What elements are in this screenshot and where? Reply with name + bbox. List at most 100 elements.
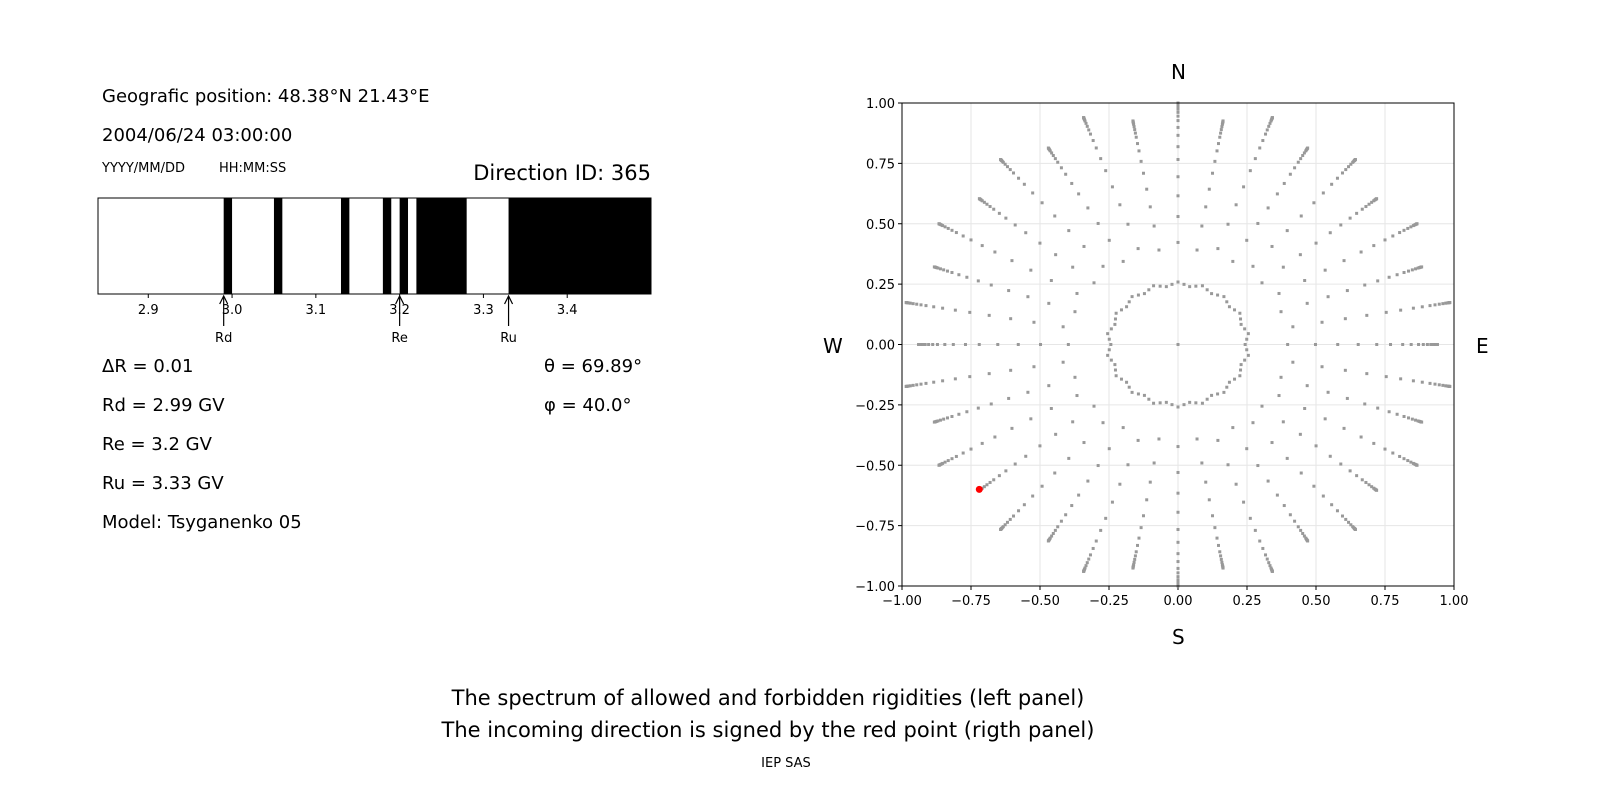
direction-point (1200, 401, 1204, 405)
direction-point (1039, 343, 1043, 346)
direction-point (1205, 288, 1209, 292)
direction-point (1029, 417, 1033, 421)
direction-point (1226, 463, 1230, 467)
direction-point (946, 459, 950, 463)
direction-point (1007, 396, 1011, 400)
direction-point (1448, 384, 1452, 388)
direction-point (1134, 550, 1138, 554)
direction-point (1091, 546, 1095, 550)
direction-point (1428, 381, 1432, 385)
direction-point (1204, 205, 1208, 209)
direction-point (1437, 302, 1441, 306)
direction-point (950, 457, 954, 461)
marker-label-ru: Ru (500, 331, 517, 346)
direction-point (1101, 264, 1105, 268)
direction-point (954, 454, 958, 458)
x-tick-label: −1.00 (882, 594, 922, 609)
direction-point (927, 343, 931, 346)
direction-point (932, 305, 936, 309)
direction-point (1016, 343, 1020, 346)
direction-point (1360, 207, 1364, 211)
direction-point (985, 483, 989, 487)
direction-point (1226, 222, 1230, 226)
direction-point (1299, 214, 1303, 218)
date-format-label: YYYY/MM/DD (102, 161, 185, 176)
x-tick-label: −0.50 (1020, 594, 1060, 609)
direction-point (1384, 310, 1388, 314)
direction-point (1216, 142, 1220, 146)
direction-point (1215, 536, 1219, 540)
direction-point (1106, 353, 1110, 357)
compass-north: N (1171, 60, 1186, 84)
direction-point (1104, 169, 1108, 173)
direction-point (1137, 536, 1141, 540)
arrow-head-icon (504, 294, 514, 305)
time-format-label: HH:MM:SS (219, 161, 287, 176)
direction-point (1114, 374, 1118, 378)
direction-point (1092, 281, 1096, 285)
direction-point (1157, 437, 1161, 441)
direction-point (1275, 192, 1279, 196)
direction-point (1253, 157, 1257, 161)
direction-point (1131, 566, 1135, 570)
direction-point (1245, 348, 1249, 352)
y-tick-label: −0.50 (855, 459, 895, 474)
direction-point (1133, 131, 1137, 135)
direction-point (1363, 283, 1367, 287)
direction-point (1142, 292, 1146, 296)
direction-point (1091, 139, 1095, 143)
direction-point (1145, 187, 1149, 191)
direction-point (943, 225, 947, 229)
direction-point (1321, 191, 1325, 195)
direction-point (1261, 139, 1265, 143)
direction-point (1059, 519, 1063, 523)
direction-point (1321, 494, 1325, 498)
y-tick-label: 0.75 (866, 157, 895, 172)
direction-point (1222, 390, 1226, 394)
direction-point (1101, 421, 1105, 425)
direction-point (1417, 343, 1421, 346)
direction-point (1176, 445, 1180, 449)
direction-point (1182, 282, 1186, 286)
direction-point (1291, 325, 1295, 329)
direction-point (1391, 234, 1395, 238)
direction-point (1216, 543, 1220, 547)
direction-point (1139, 159, 1143, 163)
direction-point (1428, 304, 1432, 308)
direction-point (1194, 401, 1198, 405)
direction-point (961, 234, 965, 238)
direction-point (1009, 368, 1013, 372)
direction-point (1119, 377, 1123, 381)
direction-point (1384, 375, 1388, 379)
direction-point (1420, 380, 1424, 384)
direction-point (1225, 300, 1229, 304)
direction-point (1264, 132, 1268, 136)
direction-point (1281, 265, 1285, 269)
direction-point (1082, 116, 1086, 120)
direction-point (1301, 154, 1305, 158)
direction-point (1395, 273, 1399, 277)
direction-point (1340, 514, 1344, 518)
forbidden-band (273, 198, 283, 294)
direction-point (1148, 205, 1152, 209)
direction-point (1239, 322, 1243, 326)
direction-point (1211, 171, 1215, 175)
direction-point (1031, 494, 1035, 498)
direction-point (1125, 380, 1129, 384)
direction-point (1152, 401, 1156, 405)
direction-point (1195, 248, 1199, 252)
direction-point (1345, 396, 1349, 400)
direction-point (1176, 175, 1180, 179)
direction-point (965, 275, 969, 279)
direction-point (1364, 480, 1368, 484)
direction-point (1429, 343, 1433, 346)
direction-point (1127, 385, 1131, 389)
direction-point (1087, 557, 1091, 561)
direction-point (1277, 394, 1281, 398)
direction-point (1125, 305, 1129, 309)
direction-point (1216, 392, 1220, 396)
direction-point (1096, 221, 1100, 225)
direction-point (1054, 432, 1058, 436)
direction-point (997, 474, 1001, 478)
direction-point (1075, 291, 1079, 295)
